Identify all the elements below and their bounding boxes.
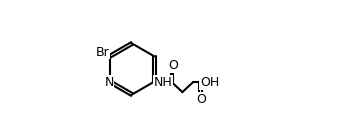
Text: O: O: [168, 59, 178, 72]
Text: O: O: [196, 93, 206, 106]
Text: N: N: [105, 76, 114, 89]
Text: Br: Br: [95, 46, 109, 59]
Text: NH: NH: [154, 76, 172, 89]
Text: OH: OH: [200, 76, 219, 89]
